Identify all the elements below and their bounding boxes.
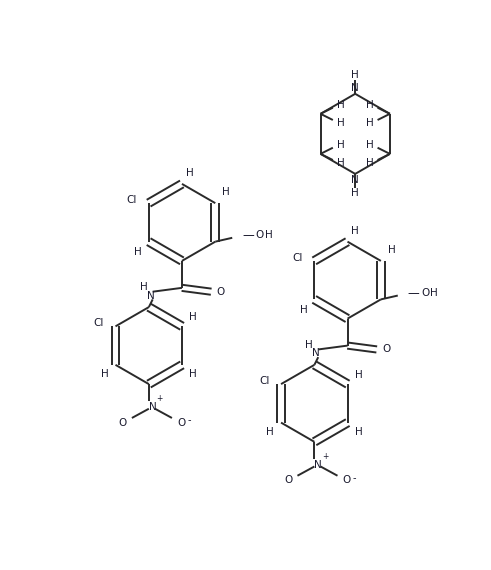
Text: O: O [382, 344, 390, 355]
Text: H: H [352, 188, 359, 198]
Text: O: O [118, 418, 127, 428]
Text: H: H [265, 230, 273, 241]
Text: H: H [366, 118, 374, 128]
Text: H: H [337, 118, 344, 128]
Text: H: H [352, 70, 359, 80]
Text: H: H [355, 427, 362, 437]
Text: H: H [300, 305, 307, 315]
Text: H: H [139, 282, 147, 292]
Text: O: O [255, 230, 264, 241]
Text: +: + [157, 394, 163, 404]
Text: H: H [366, 158, 374, 168]
Text: —: — [408, 287, 419, 300]
Text: H: H [366, 100, 374, 109]
Text: H: H [134, 247, 142, 258]
Text: N: N [352, 175, 359, 185]
Text: H: H [355, 370, 362, 380]
Text: -: - [353, 473, 356, 483]
Text: -: - [187, 416, 191, 425]
Text: H: H [366, 140, 374, 150]
Text: O: O [284, 475, 292, 485]
Text: H: H [337, 100, 344, 109]
Text: Cl: Cl [93, 318, 104, 328]
Text: H: H [337, 158, 344, 168]
Text: H: H [189, 312, 197, 322]
Text: H: H [267, 427, 274, 437]
Text: H: H [101, 369, 109, 379]
Text: Cl: Cl [259, 376, 269, 386]
Text: O: O [343, 475, 351, 485]
Text: +: + [322, 452, 328, 461]
Text: O: O [217, 287, 224, 297]
Text: H: H [222, 188, 230, 197]
Text: O: O [177, 418, 185, 428]
Text: N: N [314, 460, 322, 470]
Text: Cl: Cl [292, 253, 302, 263]
Text: —: — [242, 229, 254, 242]
Text: Cl: Cl [127, 195, 137, 205]
Text: O: O [421, 288, 429, 298]
Text: N: N [146, 291, 154, 300]
Text: N: N [312, 348, 320, 359]
Text: H: H [305, 340, 313, 350]
Text: H: H [186, 168, 193, 178]
Text: H: H [189, 369, 197, 379]
Text: H: H [352, 226, 359, 236]
Text: H: H [430, 288, 438, 298]
Text: N: N [352, 83, 359, 93]
Text: H: H [388, 245, 395, 255]
Text: H: H [337, 140, 344, 150]
Text: N: N [149, 402, 157, 412]
